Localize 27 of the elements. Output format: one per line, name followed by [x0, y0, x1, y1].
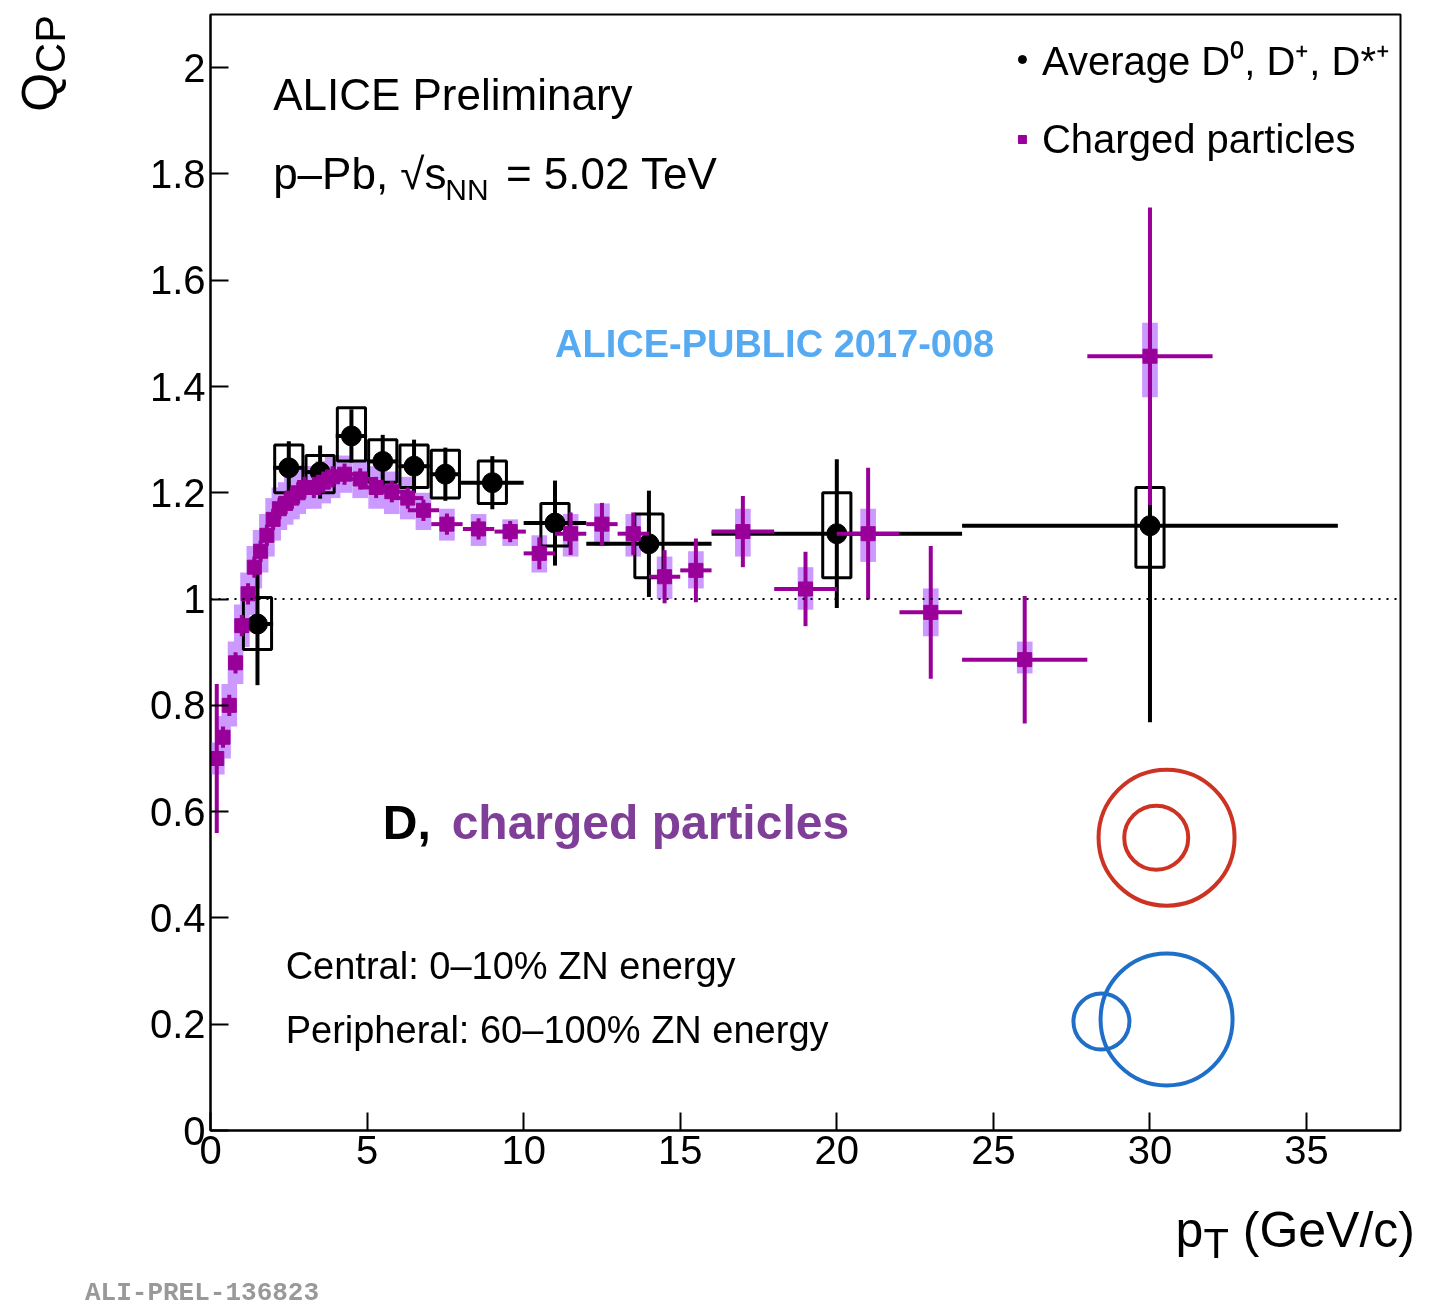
x-tick-label: 5 — [355, 1127, 379, 1172]
annotation: D, — [382, 795, 431, 849]
x-tick-label: 25 — [971, 1127, 1016, 1172]
y-tick-label: 0.8 — [149, 683, 206, 728]
legend-label: Average D⁰, D⁺, D*⁺ — [1041, 37, 1390, 85]
annotation: ALICE Preliminary — [273, 69, 633, 119]
y-tick-label: 1.2 — [149, 470, 206, 515]
y-tick-label: 1.4 — [149, 364, 206, 409]
x-tick-label: 15 — [657, 1127, 703, 1172]
x-tick-label: 10 — [501, 1127, 546, 1172]
annotation: Central: 0–10% ZN energy — [285, 944, 736, 987]
y-tick-label: 0.4 — [149, 895, 206, 940]
y-tick-label: 1 — [183, 577, 206, 622]
text: ALI-PREL-136823 — [85, 1277, 320, 1310]
x-axis-title: p$_{T}$ (GeV/c) — [1174, 1201, 1415, 1269]
y-tick-label: 0.2 — [149, 1002, 206, 1047]
annotation: charged particles — [451, 795, 850, 849]
x-tick-label: 30 — [1127, 1127, 1173, 1172]
y-tick-label: 2 — [183, 45, 206, 90]
y-tick-label: 1.6 — [149, 258, 206, 303]
x-tick-label: 20 — [814, 1127, 860, 1172]
x-tick-label: 35 — [1284, 1127, 1329, 1172]
y-tick-label: 1.8 — [149, 151, 206, 196]
annotation: Peripheral: 60–100% ZN energy — [285, 1008, 829, 1051]
legend-label: Charged particles — [1041, 115, 1356, 163]
annotation: ALICE-PUBLIC 2017-008 — [554, 322, 995, 365]
y-tick-label: 0.6 — [149, 789, 206, 834]
